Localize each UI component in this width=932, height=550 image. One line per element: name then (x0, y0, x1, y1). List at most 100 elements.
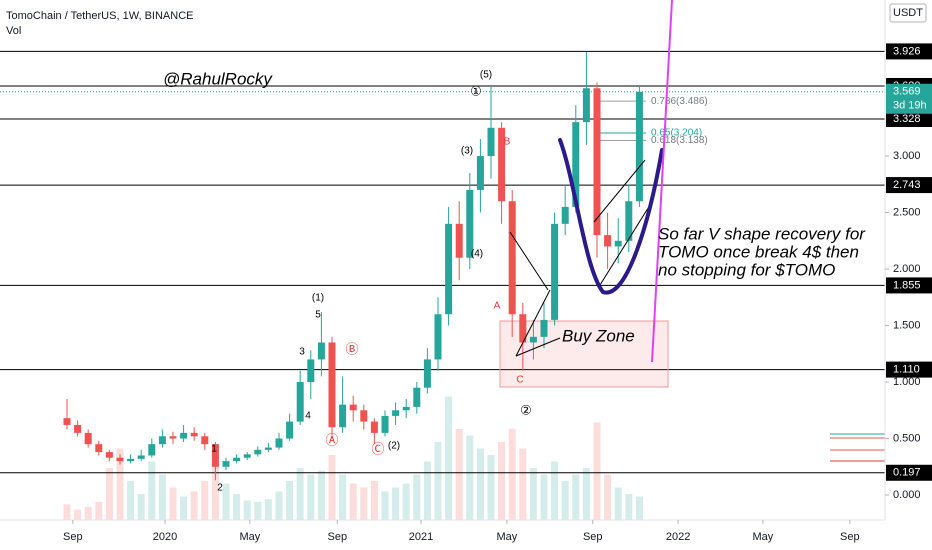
volume-bar (498, 442, 506, 520)
candle-body (190, 432, 198, 437)
level-box (886, 177, 932, 194)
level-box (886, 361, 932, 378)
volume-bar (445, 396, 453, 520)
countdown: 3d 19h (893, 100, 927, 112)
volume-bar (254, 501, 262, 520)
candle-body (233, 457, 241, 462)
y-tick-label: 2.000 (893, 263, 921, 275)
volume-bar (370, 481, 378, 520)
wave-label: (2) (388, 441, 400, 452)
volume-bar (339, 474, 347, 520)
v-curve (558, 138, 664, 295)
level-label: 1.855 (893, 279, 921, 291)
x-tick-label: May (239, 531, 260, 543)
wave-label: Ⓑ (345, 341, 358, 356)
candle-body (158, 436, 166, 445)
wave-label: ② (520, 402, 532, 417)
volume-bar (137, 494, 145, 520)
candle-body (561, 206, 569, 224)
candle-body (328, 342, 336, 428)
volume-bar (423, 461, 431, 520)
fib-label: 0.65(3.204) (651, 128, 702, 139)
x-tick-label: Sep (63, 531, 83, 543)
volume-bar (593, 422, 601, 520)
volume-bar (201, 481, 209, 520)
volume-bar (275, 491, 283, 520)
x-tick-label: Sep (328, 531, 348, 543)
candle-body (349, 404, 357, 411)
volume-bar (233, 494, 241, 520)
y-tick-label: 2.500 (893, 206, 921, 218)
last-price-label: 3.569 (893, 86, 921, 98)
x-tick-label: 2020 (153, 531, 177, 543)
volume-bar (317, 470, 325, 520)
volume-bar (190, 491, 198, 520)
candle-body (317, 342, 325, 360)
volume-bar (211, 461, 219, 520)
candle-body (402, 406, 410, 411)
volume-bar (434, 442, 442, 520)
volume-bar (635, 496, 643, 520)
candle-body (487, 127, 495, 157)
volume-bar (466, 435, 474, 520)
last-price-box (886, 83, 932, 114)
volume-bar (74, 509, 82, 520)
currency[interactable]: USDT (893, 7, 923, 19)
x-tick-label: 2021 (409, 531, 433, 543)
volume-bar (402, 483, 410, 520)
candle-body (180, 432, 188, 439)
wave-label: 3 (299, 347, 305, 358)
volume-bar (105, 468, 113, 520)
fib-label: 0.618(3.138) (651, 135, 708, 146)
fib-label: 0.786(3.486) (651, 96, 708, 107)
volume-bar (349, 483, 357, 520)
y-tick-label: 0.000 (893, 489, 921, 501)
volume-bar (360, 487, 368, 520)
volume-bar (455, 429, 463, 520)
candle-body (476, 156, 484, 190)
candle-body (254, 449, 262, 455)
candle-body (392, 410, 400, 416)
volume-bar (169, 487, 177, 520)
projection-line (651, 0, 673, 363)
candle-body (593, 88, 601, 236)
candles-layer (63, 52, 643, 481)
y-tick-label: 1.500 (893, 319, 921, 331)
wave-label: 1 (211, 444, 217, 455)
candle-body (614, 240, 622, 247)
currency-box[interactable] (889, 3, 927, 23)
note-line: no stopping for $TOMO (658, 260, 835, 279)
candle-body (275, 438, 283, 448)
volume-bar (84, 507, 92, 520)
volume-bar (540, 474, 548, 520)
x-tick-label: 2022 (666, 531, 690, 543)
wave-label: ① (470, 83, 482, 98)
candle-body (466, 189, 474, 258)
volume-bar (476, 448, 484, 520)
candle-body (127, 458, 135, 462)
volume-label: Vol (6, 25, 21, 37)
trend-line (509, 231, 549, 291)
candle-body (370, 421, 378, 433)
volume-bar (180, 496, 188, 520)
x-tick-label: Sep (840, 531, 860, 543)
candle-body (63, 418, 71, 425)
volume-bar (582, 468, 590, 520)
volume-bar (307, 474, 315, 520)
wave-label: B (504, 137, 511, 148)
candle-body (95, 444, 103, 453)
volume-bar (604, 474, 612, 520)
volume-bar (286, 481, 294, 520)
buy-zone-label: Buy Zone (562, 326, 635, 345)
candle-body (286, 421, 294, 439)
volume-bar (551, 461, 559, 520)
volume-bar (243, 500, 251, 520)
wave-label: (4) (471, 249, 483, 260)
wave-label: (5) (480, 70, 492, 81)
candle-body (582, 88, 590, 123)
volume-bar (572, 474, 580, 520)
volume-bar (127, 481, 135, 520)
level-label: 3.926 (893, 45, 921, 57)
volume-bar (222, 483, 230, 520)
